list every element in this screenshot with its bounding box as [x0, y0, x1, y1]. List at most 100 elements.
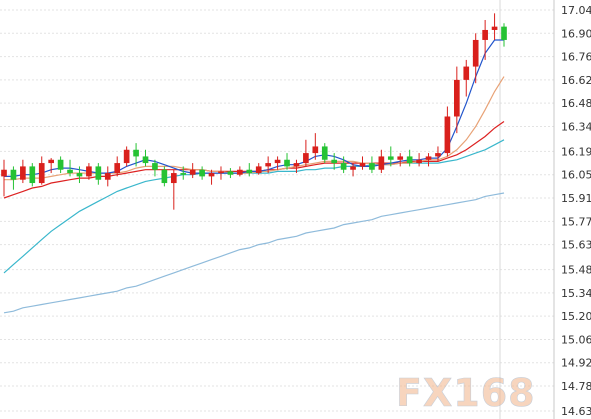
- candle: [208, 169, 215, 185]
- candle: [284, 153, 290, 170]
- candle-body: [501, 26, 507, 40]
- candle: [104, 166, 111, 187]
- candle: [29, 163, 36, 187]
- candle-body: [57, 159, 64, 170]
- y-tick-label: 15.77: [561, 215, 591, 228]
- candle: [472, 33, 479, 84]
- candle: [463, 59, 470, 97]
- candle: [48, 158, 54, 174]
- candle: [86, 163, 92, 180]
- candle-body: [142, 156, 149, 164]
- candle: [161, 166, 168, 187]
- logo-text: FX168: [396, 371, 536, 415]
- candle-body: [425, 156, 432, 160]
- candle-body: [274, 159, 281, 164]
- candle: [491, 13, 498, 40]
- y-tick-label: 15.48: [561, 264, 591, 277]
- candles: [1, 13, 507, 210]
- candle-body: [246, 169, 253, 174]
- candle: [416, 153, 422, 167]
- y-tick-label: 15.06: [561, 333, 591, 346]
- candle-body: [114, 163, 121, 174]
- candle: [265, 156, 271, 174]
- candle-body: [76, 173, 83, 177]
- candle-body: [218, 171, 224, 174]
- candle-body: [67, 169, 73, 174]
- candle: [246, 163, 253, 177]
- candle: [293, 159, 300, 174]
- candle: [170, 169, 177, 210]
- candle-body: [321, 146, 328, 160]
- y-tick-label: 15.20: [561, 310, 591, 323]
- candle-body: [265, 163, 271, 167]
- y-tick-label: 16.62: [561, 74, 591, 87]
- candle: [255, 163, 262, 175]
- candle: [274, 156, 281, 170]
- candle: [331, 153, 338, 170]
- y-tick-label: 16.76: [561, 51, 591, 64]
- candle-body: [463, 66, 470, 80]
- candle: [10, 166, 17, 190]
- candle-body: [48, 159, 54, 164]
- candle: [67, 159, 73, 177]
- candle-body: [208, 173, 215, 177]
- y-tick-label: 16.48: [561, 97, 591, 110]
- candle-body: [340, 163, 347, 170]
- candle-body: [472, 39, 479, 67]
- candle: [369, 156, 375, 174]
- candle-body: [378, 156, 385, 170]
- candle: [321, 143, 328, 164]
- ma-long-line: [3, 139, 505, 274]
- candle-body: [104, 173, 111, 180]
- candle: [199, 166, 205, 180]
- candle: [501, 23, 507, 47]
- candle: [142, 149, 149, 167]
- candle: [406, 149, 413, 167]
- candle-body: [397, 156, 404, 160]
- candle-body: [350, 166, 356, 170]
- grid: [0, 9, 554, 412]
- candle-body: [369, 163, 375, 170]
- candle-body: [86, 166, 92, 177]
- candle-body: [152, 163, 158, 170]
- candle: [218, 166, 224, 180]
- candle-body: [331, 159, 338, 164]
- candle-body: [123, 149, 130, 164]
- candle-body: [444, 116, 451, 154]
- candle: [152, 159, 158, 177]
- ma-longest-line: [3, 192, 505, 314]
- candle: [123, 146, 130, 167]
- y-tick-label: 15.34: [561, 287, 591, 300]
- candle-body: [454, 79, 460, 117]
- candle-body: [10, 169, 17, 180]
- candle: [482, 19, 488, 60]
- candle-body: [38, 163, 45, 184]
- candle-body: [237, 169, 243, 175]
- candle-body: [133, 149, 139, 157]
- candle-body: [199, 169, 205, 177]
- candle: [397, 153, 404, 167]
- candle-body: [189, 169, 196, 175]
- candle-body: [227, 171, 234, 175]
- y-tick-label: 14.78: [561, 380, 591, 393]
- candle-body: [95, 166, 102, 180]
- candle-body: [482, 29, 488, 40]
- candle: [227, 168, 234, 179]
- candle-body: [284, 159, 290, 167]
- y-tick-label: 16.19: [561, 145, 591, 158]
- candle-body: [387, 156, 394, 160]
- candle: [237, 166, 243, 177]
- candle-body: [170, 173, 177, 184]
- candle-body: [406, 156, 413, 164]
- y-tick-label: 14.92: [561, 357, 591, 370]
- candle-body: [255, 166, 262, 174]
- candle: [340, 156, 347, 174]
- y-tick-label: 15.91: [561, 192, 591, 205]
- candle: [38, 156, 45, 185]
- candle: [435, 146, 441, 162]
- candle: [303, 139, 309, 167]
- candle: [180, 166, 187, 180]
- candle: [57, 156, 64, 174]
- y-tick-label: 16.34: [561, 120, 591, 133]
